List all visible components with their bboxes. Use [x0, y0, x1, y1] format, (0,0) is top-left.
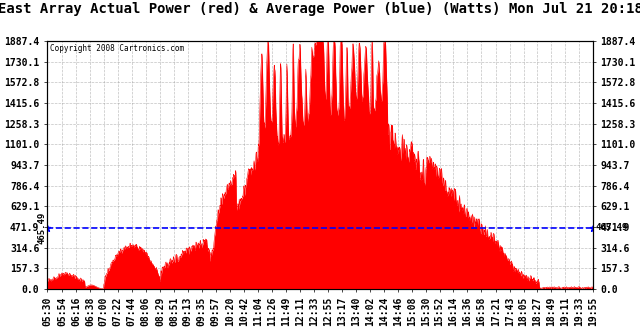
Text: Copyright 2008 Cartronics.com: Copyright 2008 Cartronics.com	[50, 44, 184, 53]
Text: East Array Actual Power (red) & Average Power (blue) (Watts) Mon Jul 21 20:18: East Array Actual Power (red) & Average …	[0, 2, 640, 16]
Text: 465.49: 465.49	[596, 223, 628, 232]
Text: 465.49: 465.49	[37, 212, 46, 244]
